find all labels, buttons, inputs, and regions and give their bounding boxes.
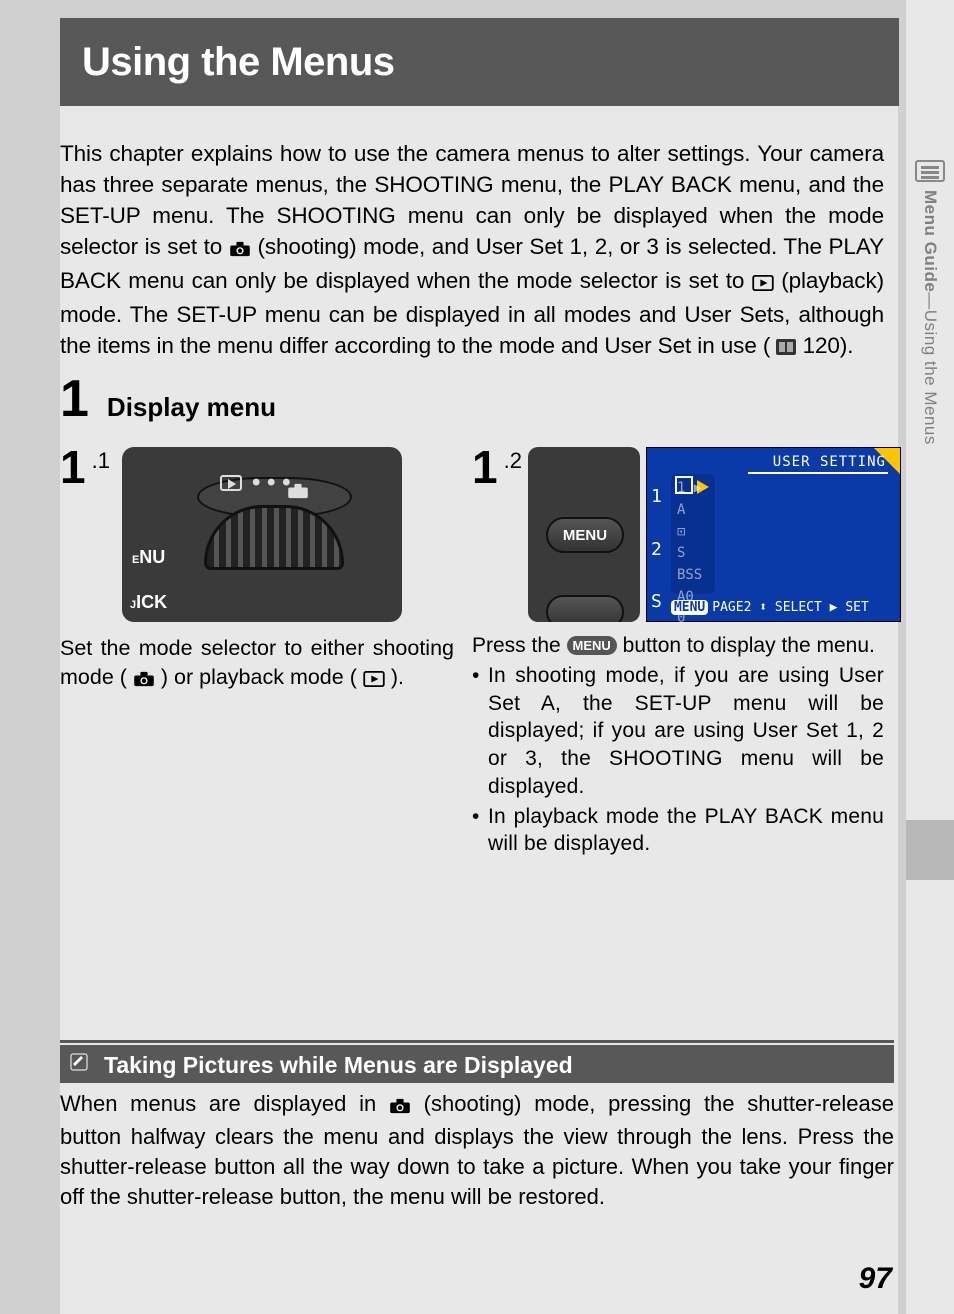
col2-cap-a: Press the [472, 634, 567, 657]
illus-label-nu: ENU [132, 547, 165, 568]
playback-icon [752, 268, 774, 299]
column-2: 1 .2 MENU USER SETTING [472, 447, 884, 858]
intro-page-ref: 120). [796, 333, 853, 358]
substep-sup-1-1: .1 [92, 447, 110, 476]
chapter-title-band: Using the Menus [60, 18, 899, 106]
dial-playback-icon [220, 475, 242, 491]
col1-cap-b: ) or playback mode ( [161, 665, 357, 689]
screen-footer-menu: MENU [671, 600, 708, 615]
substep-1-2: 1 .2 MENU USER SETTING [472, 447, 884, 622]
screen-side-numbers: 1 2 S [651, 484, 662, 614]
note-body: When menus are displayed in (shooting) m… [60, 1083, 894, 1212]
dial-dots: • • • [252, 469, 291, 497]
camera-icon [229, 234, 251, 265]
camera-icon [133, 666, 155, 695]
screen-footer-rest: PAGE2 ⬍ SELECT ▶ SET [712, 600, 869, 615]
col2-caption: Press the MENU button to display the men… [472, 632, 884, 660]
lcd-screen-illustration: USER SETTING 1 2 S 1 ▶ A ⊡ S BSS A0 0 ME… [646, 447, 901, 622]
menu-button-below [546, 595, 624, 622]
camera-icon [389, 1092, 411, 1122]
step-heading: 1 Display menu [60, 373, 884, 425]
note-top-rule [60, 1040, 894, 1043]
column-1: 1 .1 • • • ENU JICK Set [60, 447, 454, 858]
note-box: Taking Pictures while Menus are Displaye… [60, 1040, 894, 1212]
substep-num-1-2: 1 [472, 447, 498, 488]
playback-icon [363, 666, 385, 695]
col2-graphics: MENU USER SETTING 1 2 S 1 ▶ A ⊡ S BSS [528, 447, 901, 622]
side-tab-section: Menu Guide [921, 190, 940, 292]
bullet-1: In shooting mode, if you are using User … [472, 662, 884, 801]
note-body-a: When menus are displayed in [60, 1091, 389, 1116]
page-reference-icon [776, 339, 796, 355]
illus-label-ick: JICK [130, 592, 167, 613]
side-tab: Menu Guide—Using the Menus [906, 160, 954, 505]
side-tab-separator: — [921, 292, 940, 310]
menu-list-icon [915, 160, 945, 182]
step-title: Display menu [107, 392, 276, 423]
content-area: This chapter explains how to use the cam… [60, 130, 894, 858]
substep-num-1-1: 1 [60, 447, 86, 488]
menu-button-illustration: MENU [528, 447, 640, 622]
screen-title-underline [748, 472, 888, 474]
substep-1-1: 1 .1 • • • ENU JICK [60, 447, 454, 622]
intro-paragraph: This chapter explains how to use the cam… [60, 138, 884, 361]
col2-cap-b: button to display the menu. [623, 634, 875, 657]
top-margin [60, 0, 899, 18]
screen-title: USER SETTING [773, 454, 886, 470]
menu-pill-icon: MENU [567, 636, 617, 655]
side-tab-label: Menu Guide—Using the Menus [920, 190, 940, 445]
left-margin-bar [0, 0, 60, 1314]
bullet-2: In playback mode the PLAY BACK menu will… [472, 803, 884, 858]
col1-caption: Set the mode selector to either shooting… [60, 634, 454, 695]
thumb-index-block [906, 820, 954, 880]
substep-sup-1-2: .2 [504, 447, 522, 476]
step-number: 1 [60, 373, 89, 425]
col1-cap-c: ). [391, 665, 404, 689]
two-column-row: 1 .1 • • • ENU JICK Set [60, 447, 884, 858]
note-heading-bar: Taking Pictures while Menus are Displaye… [60, 1045, 894, 1083]
page-number: 97 [859, 1262, 892, 1296]
note-heading: Taking Pictures while Menus are Displaye… [104, 1052, 573, 1078]
screen-footer: MENU PAGE2 ⬍ SELECT ▶ SET [671, 597, 892, 617]
mode-selector-illustration: • • • ENU JICK [122, 447, 402, 622]
dial-knurl [204, 505, 344, 570]
chapter-title: Using the Menus [82, 40, 395, 85]
menu-button-label: MENU [546, 517, 624, 553]
side-tab-subsection: Using the Menus [921, 310, 940, 445]
col2-bullets: In shooting mode, if you are using User … [472, 662, 884, 858]
right-margin-bar [898, 0, 906, 1314]
note-pencil-icon [62, 1046, 96, 1078]
